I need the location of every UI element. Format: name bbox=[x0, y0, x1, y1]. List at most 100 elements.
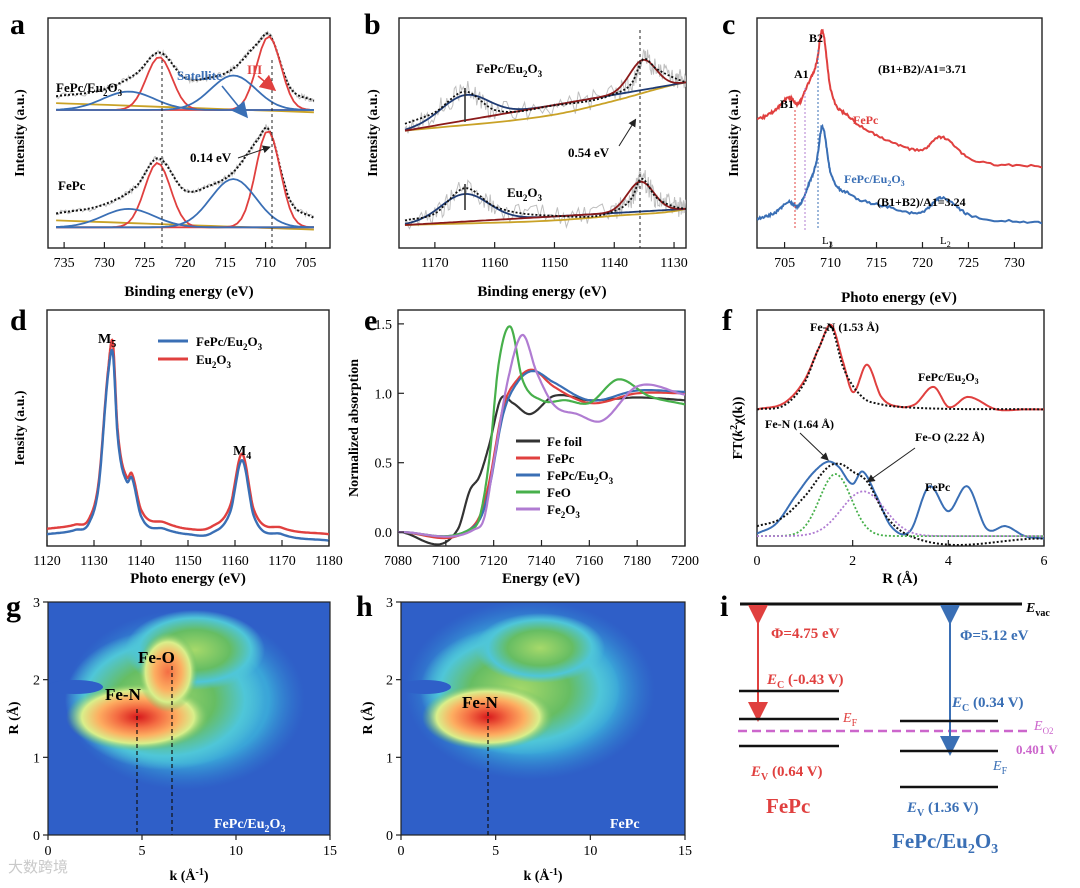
legend-text: FePc/Eu bbox=[547, 468, 594, 483]
x-tick-label: 730 bbox=[94, 256, 115, 271]
feN-arrow bbox=[799, 432, 829, 461]
panel-letter: i bbox=[720, 590, 728, 623]
legend-sub: 3 bbox=[609, 476, 614, 486]
series-line bbox=[398, 333, 685, 538]
raw-spectrum bbox=[404, 170, 686, 230]
y-axis-label: FT(k2χ(k)) bbox=[729, 396, 746, 459]
x-tick-label: 1160 bbox=[221, 554, 248, 569]
x-axis: 0 2 4 6 bbox=[754, 540, 1048, 569]
legend-sub: 2 bbox=[243, 342, 248, 352]
legend-text: Fe bbox=[547, 502, 561, 517]
legend-label: Fe2O3 bbox=[547, 502, 580, 520]
x-axis-label: k (Å-1) bbox=[169, 867, 208, 884]
legend-text: O bbox=[216, 352, 226, 367]
y-tick-label: 1 bbox=[386, 751, 393, 766]
x-tick-label: 7200 bbox=[671, 554, 699, 569]
shift-label: 0.54 eV bbox=[568, 145, 610, 160]
x-axis-label: k (Å-1) bbox=[523, 867, 562, 884]
raw-spectrum bbox=[56, 124, 315, 218]
x-tick-label: 5 bbox=[139, 844, 146, 859]
legend-text: FePc/Eu bbox=[196, 334, 243, 349]
legend-text: Eu bbox=[196, 352, 212, 367]
plot-area bbox=[47, 338, 329, 542]
y-tick-label: 0.0 bbox=[375, 526, 393, 541]
peak-label: M5 bbox=[98, 332, 116, 350]
panel-letter: b bbox=[364, 8, 381, 41]
ratio-label: (B1+B2)/A1=3.24 bbox=[877, 195, 966, 209]
panel-letter: d bbox=[10, 304, 27, 337]
axes: 7080 7100 7120 7140 7160 7180 7200 0.0 0.5 1.0 1.5 bbox=[375, 318, 700, 569]
series-line bbox=[757, 123, 1042, 225]
y-tick-label: 0.5 bbox=[375, 457, 393, 472]
panel-i: i Evac Φ=4.75 eV EC (-0.43 V) EF EV (0.6… bbox=[720, 590, 1058, 857]
series-line bbox=[398, 393, 685, 546]
series-line bbox=[398, 325, 685, 538]
x-tick-label: 15 bbox=[678, 844, 692, 859]
sample-label: FePc bbox=[610, 817, 640, 832]
envelope-fit bbox=[55, 126, 315, 219]
peak-label: Fe-N (1.64 Å) bbox=[765, 417, 834, 431]
peak-label: Fe-O (2.22 Å) bbox=[915, 430, 985, 444]
x-tick-label: 1170 bbox=[268, 554, 295, 569]
peak-fit-2p3 bbox=[56, 130, 314, 229]
satellite-arrow bbox=[221, 85, 249, 119]
sample-label: FePc/Eu2O3 bbox=[214, 817, 285, 835]
legend-sub: 2 bbox=[594, 476, 599, 486]
x-axis-label: R (Å) bbox=[882, 571, 917, 587]
plot-frame bbox=[398, 17, 687, 249]
plot-area bbox=[757, 28, 1042, 225]
heatmap-layer bbox=[401, 680, 451, 694]
legend-sub: 2 bbox=[561, 510, 566, 520]
legend-label: FePc bbox=[547, 451, 575, 466]
panel-h: h Fe-N FePc 0 5 10 15 0 1 2 3 k (Å-1) R (Å) bbox=[356, 590, 692, 884]
y-tick-label: 3 bbox=[33, 596, 40, 611]
legend-sub: 2 bbox=[212, 360, 217, 370]
panel-letter: a bbox=[10, 8, 25, 41]
x-tick-label: 1170 bbox=[421, 256, 448, 271]
legend-label: Fe foil bbox=[547, 434, 582, 449]
x-tick-label: 0 bbox=[398, 844, 405, 859]
x-tick-label: 7160 bbox=[575, 554, 603, 569]
ef-label: EF bbox=[842, 711, 858, 729]
legend-label: Eu2O3 bbox=[196, 352, 232, 370]
x-tick-label: 0 bbox=[45, 844, 52, 859]
material-label: FePc/Eu2O3 bbox=[892, 829, 998, 857]
y-tick-label: 1.0 bbox=[375, 387, 393, 402]
x-tick-label: 10 bbox=[229, 844, 243, 859]
iii-label: III bbox=[247, 62, 262, 77]
heatmap-layer bbox=[138, 632, 198, 712]
shift-arrow bbox=[237, 145, 271, 159]
legend-label: FeO bbox=[547, 485, 571, 500]
legend-text: O bbox=[598, 468, 608, 483]
plot-frame bbox=[47, 17, 331, 249]
axes: 0 5 10 15 0 1 2 3 bbox=[33, 596, 337, 859]
x-tick-label: 725 bbox=[958, 256, 979, 271]
background-fit bbox=[404, 208, 686, 226]
x-tick-label: 5 bbox=[492, 844, 499, 859]
x-tick-label: 705 bbox=[295, 256, 316, 271]
x-tick-label: 1150 bbox=[541, 256, 568, 271]
peak-label: A1 bbox=[794, 67, 809, 81]
x-axis-label: Energy (eV) bbox=[502, 571, 580, 587]
peak-label: Fe-N (1.53 Å) bbox=[810, 320, 879, 334]
ec-label: EC (0.34 V) bbox=[951, 695, 1024, 714]
peak-label: Fe-O bbox=[138, 648, 175, 667]
series-line bbox=[47, 338, 329, 536]
heatmap-layer bbox=[475, 613, 605, 683]
series-line bbox=[757, 28, 1042, 169]
legend-label: FePc/Eu2O3 bbox=[196, 334, 263, 352]
series-label: Eu2O3 bbox=[507, 185, 543, 203]
panel-f: f Fe-N (1.53 Å) FePc/Eu2O3 Fe-N (1.64 Å)… bbox=[722, 304, 1048, 587]
panel-g: g Fe-N Fe-O FePc/Eu2O3 0 5 10 15 0 1 2 3 k (Å-1… bbox=[6, 590, 337, 884]
evac-label: Evac bbox=[1025, 601, 1050, 619]
plot-frame bbox=[46, 309, 330, 547]
legend-sub: 3 bbox=[227, 360, 232, 370]
series-label: FePc/Eu2O3 bbox=[476, 61, 543, 79]
workfunction-label: Φ=4.75 eV bbox=[771, 626, 840, 642]
peak-label: Fe-N bbox=[105, 685, 142, 704]
plot-frame bbox=[47, 601, 331, 836]
workfunction-label: Φ=5.12 eV bbox=[960, 628, 1029, 644]
panel-letter: c bbox=[722, 8, 735, 41]
material-label: FePc bbox=[766, 794, 810, 818]
